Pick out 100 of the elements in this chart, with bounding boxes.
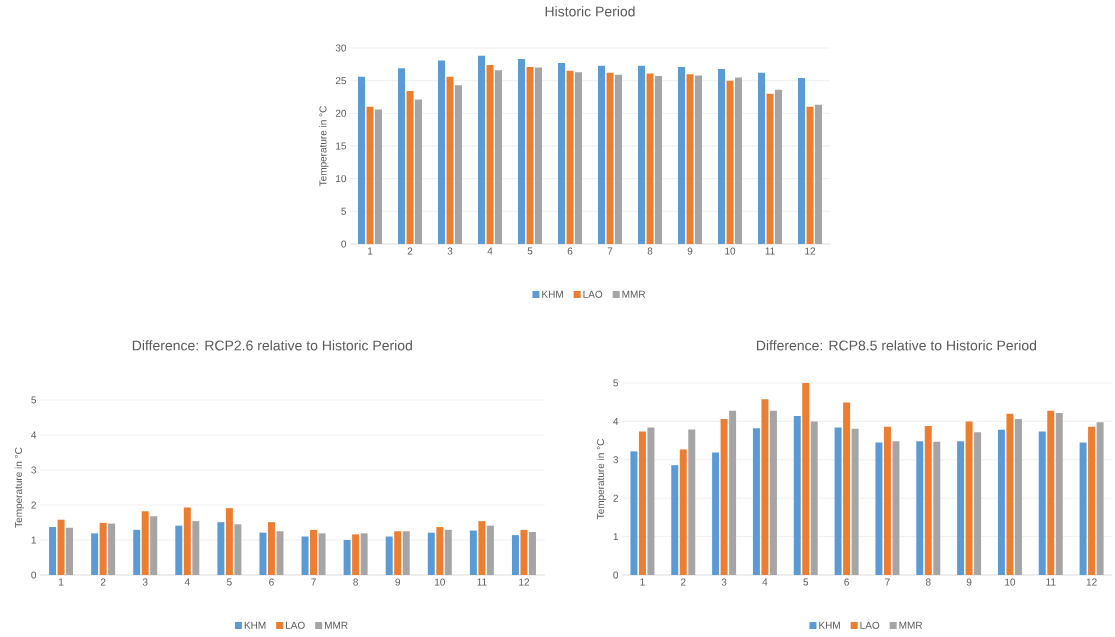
bar [511, 535, 519, 575]
x-tick-label: 7 [885, 578, 890, 586]
bar [558, 63, 566, 244]
x-tick-label: 6 [844, 578, 849, 586]
bar [761, 399, 769, 575]
y-tick-label: 25 [335, 77, 347, 85]
bar [851, 428, 859, 575]
y-tick-label: 3 [613, 456, 619, 464]
x-tick-label: 5 [803, 578, 809, 586]
bar [394, 531, 402, 575]
x-tick-label: 8 [353, 578, 358, 586]
bar [133, 529, 141, 575]
bar [718, 68, 726, 244]
legend-label: KHM [542, 290, 563, 298]
y-tick-label: 4 [613, 417, 619, 425]
bar [444, 529, 452, 575]
bar [358, 76, 366, 244]
bar [57, 519, 65, 575]
bar [815, 104, 823, 244]
y-tick-label: 1 [31, 536, 36, 544]
y-tick-label: 5 [341, 207, 347, 215]
bar [360, 533, 368, 575]
y-tick-label: 0 [31, 571, 37, 579]
legend-label: LAO [583, 290, 603, 298]
bar [183, 507, 191, 575]
x-tick-label: 10 [1005, 578, 1016, 586]
bar [225, 508, 233, 575]
x-tick-label: 3 [447, 247, 453, 255]
x-tick-label: 7 [311, 578, 316, 586]
bar [436, 527, 444, 575]
bar [916, 441, 924, 575]
bar [150, 516, 158, 575]
legend-label: MMR [622, 290, 646, 298]
bar [793, 416, 801, 575]
bar [478, 521, 486, 575]
bar [1055, 412, 1063, 575]
bar [1088, 426, 1096, 575]
bar [678, 66, 686, 244]
bar [834, 427, 842, 575]
bar [66, 527, 74, 575]
bar [526, 66, 534, 244]
y-tick-label: 2 [31, 501, 36, 509]
bar [933, 441, 941, 575]
x-tick-label: 12 [519, 578, 530, 586]
y-tick-label: 1 [613, 533, 618, 541]
bar [686, 74, 694, 244]
x-tick-label: 9 [395, 578, 401, 586]
x-tick-label: 8 [925, 578, 931, 586]
bar [406, 91, 414, 244]
bar [217, 522, 225, 575]
y-axis-title: Temperature in °C [596, 439, 607, 520]
bar [427, 532, 435, 575]
y-tick-label: 4 [31, 431, 37, 439]
chart-title: Historic Period [545, 6, 635, 17]
bar [688, 429, 696, 575]
y-tick-label: 3 [31, 466, 37, 474]
bar [843, 402, 851, 575]
y-tick-label: 20 [335, 109, 347, 117]
x-tick-label: 12 [1086, 578, 1097, 586]
bar [566, 70, 574, 244]
bar [883, 426, 891, 575]
bar [875, 442, 883, 575]
x-tick-label: 2 [407, 247, 413, 255]
bar [965, 421, 973, 575]
bar [108, 523, 116, 575]
bar [446, 76, 454, 244]
x-tick-label: 12 [805, 247, 816, 255]
y-axis-title: Temperature in °C [14, 447, 25, 528]
x-tick-label: 2 [100, 578, 106, 586]
legend-label: MMR [899, 621, 923, 629]
bar [720, 419, 728, 575]
bar [638, 65, 646, 244]
x-tick-label: 7 [607, 247, 613, 255]
bar [385, 536, 393, 575]
bar [455, 85, 463, 244]
bar [518, 59, 526, 244]
y-tick-label: 0 [341, 240, 347, 248]
bar [318, 533, 326, 575]
x-tick-label: 10 [725, 247, 736, 255]
bar [655, 76, 663, 244]
bar [469, 530, 477, 575]
bar [638, 431, 646, 575]
bar [806, 106, 814, 244]
bar [892, 441, 900, 575]
legend-label: MMR [324, 621, 348, 629]
bar [375, 109, 383, 244]
bar [758, 72, 766, 244]
bar [91, 533, 99, 575]
bar [671, 465, 679, 575]
y-tick-label: 0 [613, 571, 619, 579]
bar [352, 534, 360, 575]
bar [735, 77, 743, 244]
bar [647, 427, 655, 575]
x-tick-label: 6 [567, 247, 573, 255]
chart-title: Difference: RCP2.6 relative to Historic Period [132, 340, 412, 351]
legend-label: LAO [860, 621, 880, 629]
bar [99, 522, 107, 575]
bar [398, 68, 406, 244]
bar [712, 452, 720, 575]
bar [192, 521, 200, 575]
